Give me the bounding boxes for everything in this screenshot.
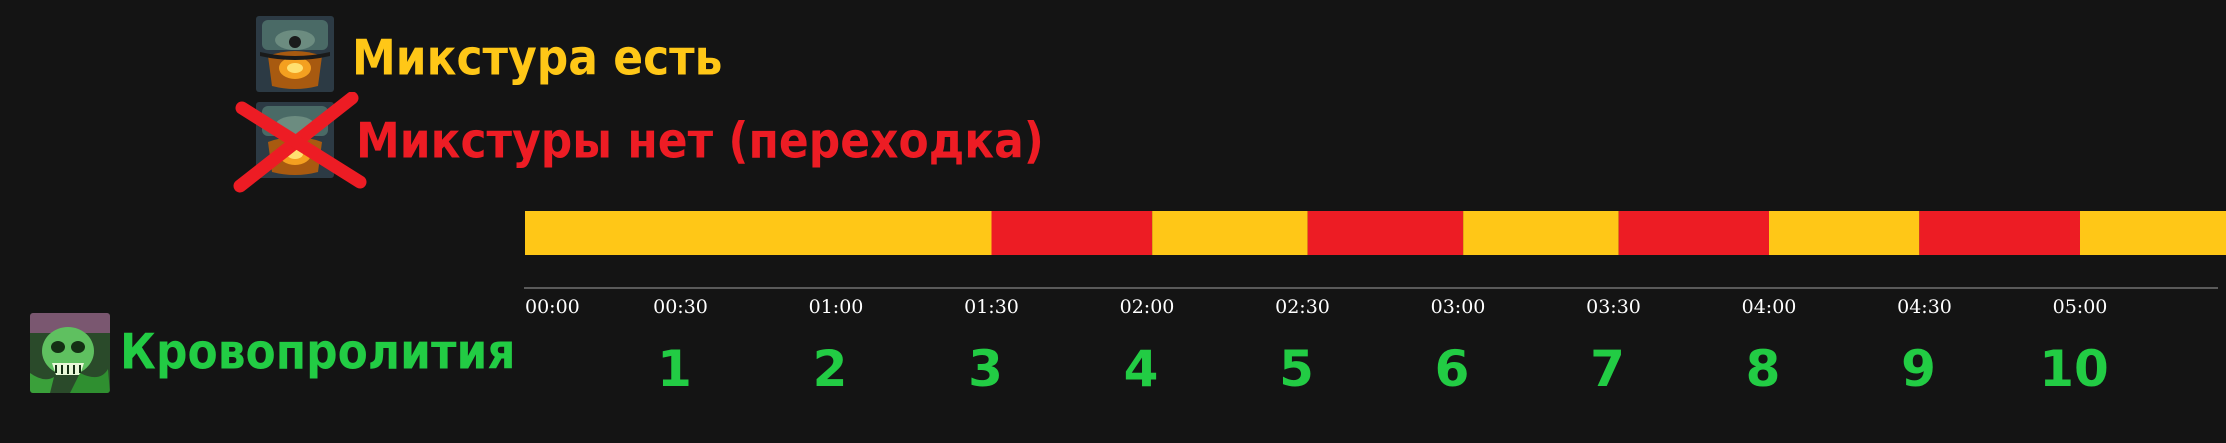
timeline-segment-no-mixture [1919,211,2080,255]
time-tick-label: 02:30 [1275,296,1330,318]
timeline-segment-no-mixture [1618,211,1769,255]
bloodshed-cast-number: 1 [657,340,692,398]
time-tick-label: 02:00 [1120,296,1175,318]
bloodshed-cast-number: 9 [1901,340,1936,398]
time-tick-label: 03:00 [1431,296,1486,318]
cross-out-icon [233,92,367,193]
bloodshed-cast-number: 10 [2039,340,2109,398]
time-tick-label: 04:30 [1897,296,1952,318]
timeline-segment-has-mixture [1769,211,1920,255]
time-tick-label: 00:30 [653,296,708,318]
mixture-cauldron-icon [256,16,334,92]
ability-label: Кровопролития [120,323,516,381]
legend-no-mixture-label: Микстуры нет (переходка) [356,112,1044,170]
legend-has-mixture-label: Микстура есть [352,29,723,87]
time-tick-label: 04:00 [1742,296,1797,318]
time-tick-label: 00:00 [525,296,580,318]
bloodshed-cast-number: 6 [1435,340,1470,398]
bloodshed-cast-number: 3 [968,340,1003,398]
timeline-segment-has-mixture [1152,211,1308,255]
bloodshed-cast-number: 5 [1279,340,1314,398]
timeline-segment-has-mixture [1463,211,1619,255]
timeline-segment-no-mixture [991,211,1153,255]
bloodshed-cast-number: 4 [1124,340,1159,398]
time-tick-label: 05:00 [2053,296,2108,318]
timeline-segment-no-mixture [1307,211,1464,255]
bloodshed-cast-number: 2 [813,340,848,398]
time-tick-label: 03:30 [1586,296,1641,318]
time-tick-label: 01:00 [809,296,864,318]
bloodshed-cast-number: 8 [1746,340,1781,398]
time-tick-label: 01:30 [964,296,1019,318]
bloodshed-cast-number: 7 [1590,340,1625,398]
timeline-segment-has-mixture [525,211,992,255]
timeline-segment-has-mixture [2080,211,2226,255]
bloodshed-skull-icon [30,313,110,393]
